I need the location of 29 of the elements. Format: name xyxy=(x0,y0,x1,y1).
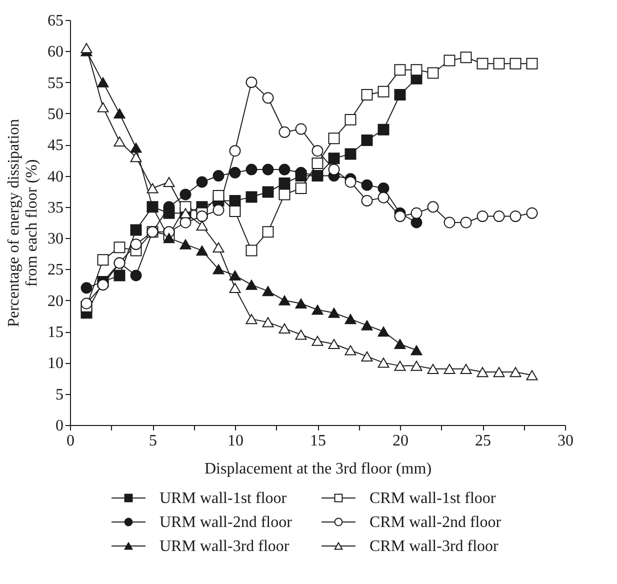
y-tick-label: 50 xyxy=(48,106,64,123)
x-tick-label: 0 xyxy=(66,432,74,450)
legend-label: URM wall-2nd floor xyxy=(160,514,293,531)
y-tick-label: 15 xyxy=(48,324,64,342)
y-tick-label: 5 xyxy=(56,386,64,404)
y-tick-label: 55 xyxy=(48,74,64,92)
x-tick-label: 20 xyxy=(392,432,408,450)
y-tick-label: 30 xyxy=(48,230,64,248)
legend-label: CRM wall-3rd floor xyxy=(370,538,500,555)
y-tick-label: 0 xyxy=(56,418,64,434)
legend-label: URM wall-3rd floor xyxy=(160,538,290,555)
y-tick-label: 20 xyxy=(48,292,64,310)
y-tick-label: 60 xyxy=(48,44,64,61)
y-tick-label: 25 xyxy=(48,262,64,279)
x-tick-label: 10 xyxy=(228,432,244,450)
legend-label: CRM wall-1st floor xyxy=(370,490,496,507)
x-tick-label: 25 xyxy=(475,432,491,450)
x-tick-label: 5 xyxy=(149,432,157,450)
legend-label: URM wall-1st floor xyxy=(160,490,288,507)
x-tick-label: 30 xyxy=(558,432,574,450)
x-tick-label: 15 xyxy=(310,432,326,450)
y-tick-label: 45 xyxy=(48,137,64,154)
y-tick-label: 65 xyxy=(48,12,64,30)
y-tick-label: 10 xyxy=(48,355,64,372)
y-tick-label: 35 xyxy=(48,199,64,216)
y-tick-label: 40 xyxy=(48,168,64,186)
x-axis-title: Displacement at the 3rd floor (mm) xyxy=(204,460,432,478)
y-axis-title: Percentage of energy dissipation from each floor (%) xyxy=(6,118,40,328)
legend-label: CRM wall-2nd floor xyxy=(370,514,502,531)
